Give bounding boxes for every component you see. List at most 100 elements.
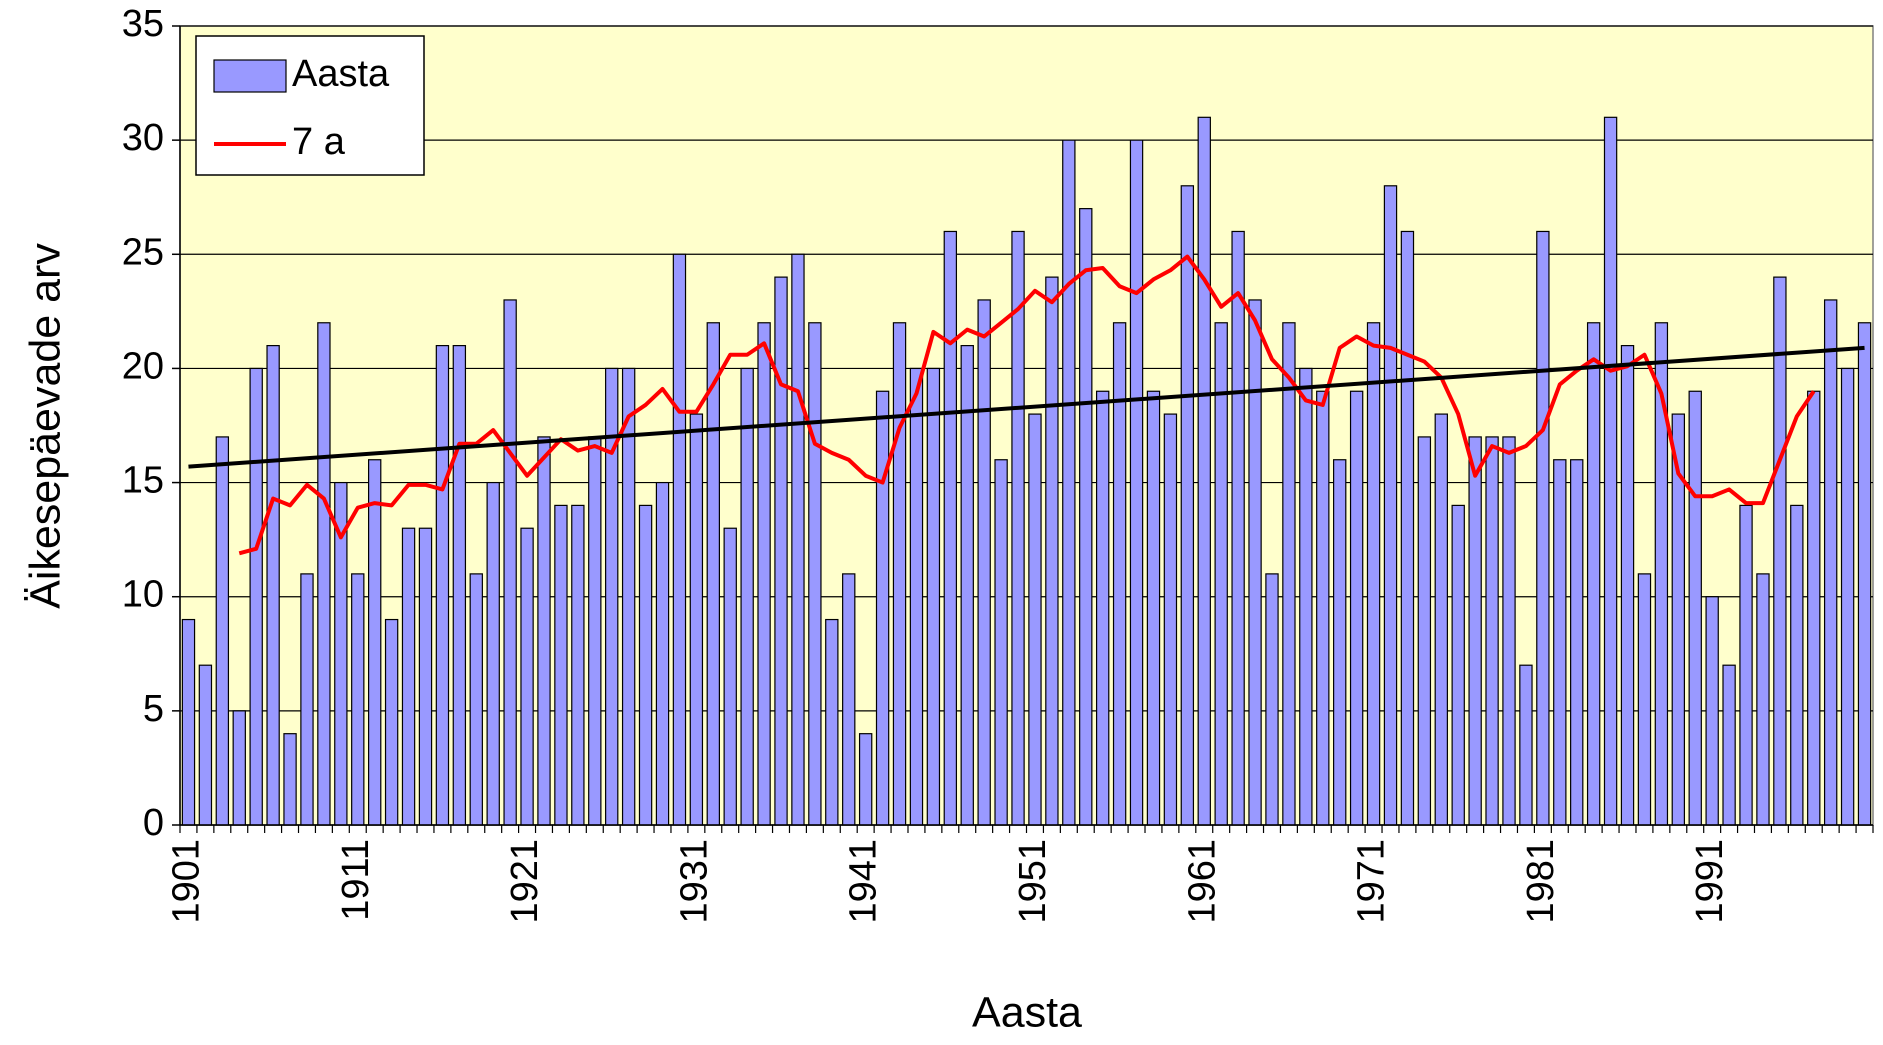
line: [238, 254, 1816, 556]
bar: [283, 733, 297, 826]
bar: [808, 322, 822, 826]
x-axis-title: Aasta: [972, 988, 1082, 1036]
bar: [486, 481, 500, 826]
bar: [1637, 573, 1652, 826]
plot-area: [179, 25, 1874, 826]
bar: [503, 299, 517, 826]
bar: [1112, 322, 1127, 826]
bar: [1468, 436, 1482, 826]
bar: [638, 504, 653, 826]
y-tick-label: 30: [122, 117, 164, 159]
bar: [469, 573, 483, 826]
bar: [1366, 322, 1381, 826]
bar: [1045, 276, 1059, 826]
bar: [1333, 459, 1347, 826]
bar: [1299, 367, 1313, 826]
bar: [368, 459, 382, 826]
bar: [706, 322, 720, 826]
x-tick-label: 1981: [1520, 839, 1562, 924]
bar: [858, 733, 873, 826]
bar: [249, 367, 263, 826]
y-tick-label: 35: [122, 3, 164, 45]
y-axis-title: Äikesepäevade arv: [21, 243, 69, 609]
y-tick-label: 10: [122, 574, 164, 616]
bar: [300, 573, 314, 826]
bar: [1180, 185, 1195, 826]
bar: [520, 527, 534, 826]
bar: [1823, 299, 1838, 826]
bar: [1519, 664, 1533, 826]
bar: [1316, 390, 1330, 826]
bar: [842, 573, 856, 826]
bar: [351, 573, 365, 826]
bar: [1282, 322, 1296, 826]
bar: [994, 459, 1008, 826]
bar: [1417, 436, 1432, 826]
bar: [1383, 185, 1398, 826]
bar: [774, 276, 788, 826]
x-tick-label: 1971: [1351, 839, 1393, 924]
bar: [909, 367, 924, 826]
bar: [1400, 230, 1415, 826]
x-tick-label: 1951: [1012, 839, 1054, 924]
legend-box: [195, 35, 425, 176]
bar: [1146, 390, 1161, 826]
y-tick-label: 15: [122, 460, 164, 502]
x-tick-label: 1991: [1689, 839, 1731, 924]
bar: [926, 367, 941, 826]
bar: [1705, 596, 1719, 826]
bar: [1773, 276, 1787, 826]
bar: [1248, 299, 1262, 826]
legend-label: 7 a: [292, 121, 346, 163]
x-tick-label: 1901: [165, 839, 207, 924]
y-tick-label: 20: [122, 345, 164, 387]
bar: [1485, 436, 1499, 826]
bar: [1603, 116, 1618, 826]
bar: [1451, 504, 1465, 826]
bar: [892, 322, 907, 826]
bar: [1129, 139, 1144, 826]
bar: [537, 436, 551, 826]
bar: [1502, 436, 1516, 826]
bar: [1197, 116, 1211, 826]
bar: [554, 504, 568, 826]
bar: [1620, 345, 1635, 826]
bar: [655, 481, 670, 826]
bar: [1265, 573, 1279, 826]
bar: [588, 436, 602, 826]
bar: [1079, 208, 1093, 826]
legend: Aasta 7 a: [195, 35, 425, 176]
x-tick-label: 1921: [504, 839, 546, 924]
bar: [1011, 230, 1025, 826]
x-tick-label: 1931: [673, 839, 715, 924]
x-tick-label: 1941: [843, 839, 885, 924]
bar: [672, 253, 687, 826]
bar: [825, 618, 839, 826]
bar: [1807, 390, 1821, 826]
bar: [689, 413, 704, 826]
bar: [1553, 459, 1567, 826]
bar: [1536, 230, 1550, 826]
bar: [960, 345, 974, 826]
bar: [435, 345, 450, 826]
x-tick-label: 1961: [1181, 839, 1223, 924]
bar: [740, 367, 754, 826]
x-tick-label: 1911: [335, 839, 377, 921]
bar: [1062, 139, 1076, 826]
bar: [452, 345, 467, 826]
bar: [943, 230, 958, 826]
bar: [1570, 459, 1584, 826]
bar: [1586, 322, 1601, 826]
y-tick-label: 25: [122, 231, 164, 273]
bar: [232, 710, 246, 826]
bar: [1722, 664, 1736, 826]
bar: [266, 345, 280, 826]
bar: [1790, 504, 1804, 826]
y-tick-label: 5: [143, 688, 164, 730]
bar: [1231, 230, 1245, 826]
bar: [1349, 390, 1364, 826]
y-tick-label: 0: [143, 802, 164, 844]
bar: [1163, 413, 1178, 826]
bar: [317, 322, 331, 826]
